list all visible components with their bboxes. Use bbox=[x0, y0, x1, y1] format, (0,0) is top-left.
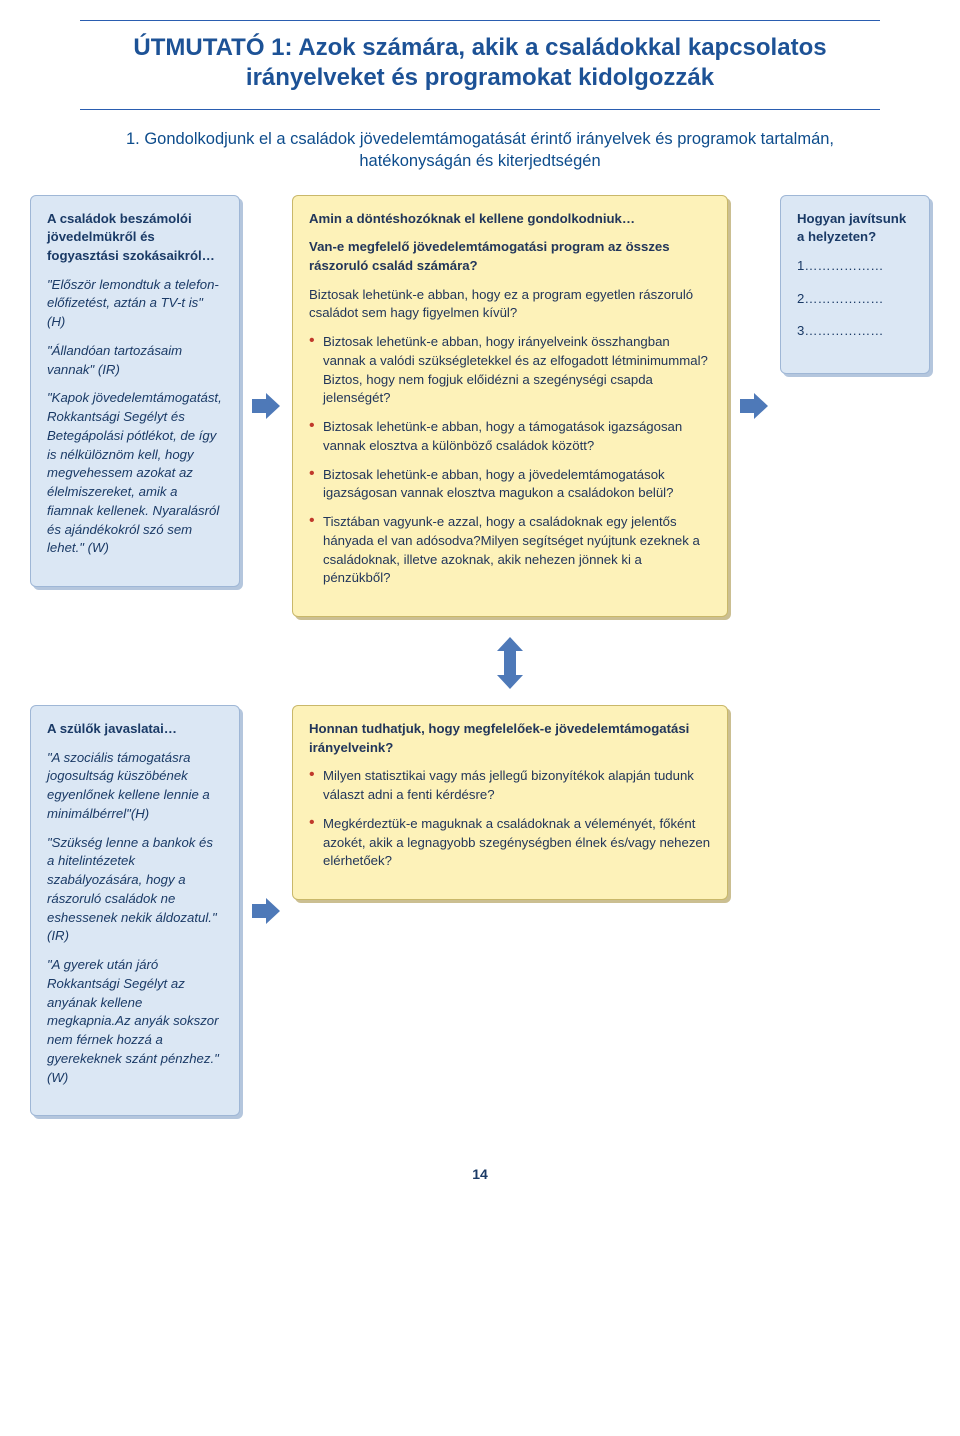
quote: "Kapok jövedelemtámogatást, Rokkantsági … bbox=[47, 389, 223, 558]
blank-line: 2……………… bbox=[797, 290, 913, 309]
blank-line: 3……………… bbox=[797, 322, 913, 341]
row-bottom: A szülők javaslatai… "A szociális támoga… bbox=[30, 705, 930, 1116]
bullet-list: Milyen statisztikai vagy más jellegű biz… bbox=[309, 767, 711, 871]
quote: "A szociális támogatásra jogosultság küs… bbox=[47, 749, 223, 824]
panel-families-report: A családok beszámolói jövedelmükről és f… bbox=[30, 195, 240, 587]
page-title: ÚTMUTATÓ 1: Azok számára, akik a családo… bbox=[80, 33, 880, 93]
panel-lead: Amin a döntéshozóknak el kellene gondolk… bbox=[309, 210, 711, 229]
quote: "Szükség lenne a bankok és a hitelintéze… bbox=[47, 834, 223, 946]
bullet-list: Biztosak lehetünk-e abban, hogy irányelv… bbox=[309, 333, 711, 588]
panel-intro: Biztosak lehetünk-e abban, hogy ez a pro… bbox=[309, 286, 711, 323]
list-item: Megkérdeztük-e maguknak a családoknak a … bbox=[309, 815, 711, 871]
arrow-updown-icon bbox=[90, 637, 930, 689]
panel-lead: Hogyan javítsunk a helyzeten? bbox=[797, 210, 913, 247]
quote: "A gyerek után járó Rokkantsági Segélyt … bbox=[47, 956, 223, 1087]
title-rule-top bbox=[80, 20, 880, 21]
list-item: Biztosak lehetünk-e abban, hogy a támoga… bbox=[309, 418, 711, 455]
arrow-right-icon bbox=[252, 393, 280, 419]
panel-lead: A családok beszámolói jövedelmükről és f… bbox=[47, 210, 223, 266]
quote: "Először lemondtuk a telefon-előfizetést… bbox=[47, 276, 223, 332]
list-item: Biztosak lehetünk-e abban, hogy a jövede… bbox=[309, 466, 711, 503]
panel-decisionmakers: Amin a döntéshozóknak el kellene gondolk… bbox=[292, 195, 728, 617]
list-item: Biztosak lehetünk-e abban, hogy irányelv… bbox=[309, 333, 711, 408]
numbered-blanks: 1……………… 2……………… 3……………… bbox=[797, 257, 913, 341]
panel-subquestion: Van-e megfelelő jövedelemtámogatási prog… bbox=[309, 238, 711, 275]
panel-parent-suggestions: A szülők javaslatai… "A szociális támoga… bbox=[30, 705, 240, 1116]
blank-line: 1……………… bbox=[797, 257, 913, 276]
list-item: Milyen statisztikai vagy más jellegű biz… bbox=[309, 767, 711, 804]
quote: "Állandóan tartozásaim vannak" (IR) bbox=[47, 342, 223, 379]
row-top: A családok beszámolói jövedelmükről és f… bbox=[30, 195, 930, 617]
panel-improve: Hogyan javítsunk a helyzeten? 1……………… 2…… bbox=[780, 195, 930, 375]
panel-lead: Honnan tudhatjuk, hogy megfelelőek-e jöv… bbox=[309, 720, 711, 757]
panel-lead: A szülők javaslatai… bbox=[47, 720, 223, 739]
title-rule-bottom bbox=[80, 109, 880, 110]
title-box: ÚTMUTATÓ 1: Azok számára, akik a családo… bbox=[30, 27, 930, 105]
arrow-right-icon bbox=[740, 393, 768, 419]
list-item: Tisztában vagyunk-e azzal, hogy a család… bbox=[309, 513, 711, 588]
page-number: 14 bbox=[30, 1166, 930, 1182]
arrow-right-icon bbox=[252, 898, 280, 924]
page-subtitle: 1. Gondolkodjunk el a családok jövedelem… bbox=[30, 128, 930, 195]
panel-how-know: Honnan tudhatjuk, hogy megfelelőek-e jöv… bbox=[292, 705, 728, 900]
